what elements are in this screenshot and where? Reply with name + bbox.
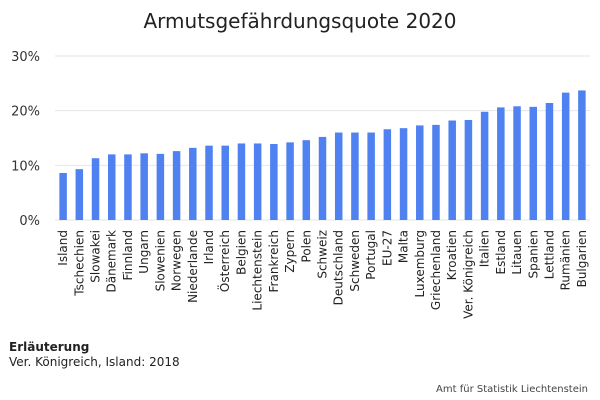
bar <box>172 151 181 220</box>
x-tick-label: Irland <box>202 230 216 264</box>
x-tick-label: Niederlande <box>186 230 200 303</box>
bar <box>91 158 100 220</box>
bar <box>480 111 489 220</box>
bar <box>75 169 84 220</box>
bar <box>140 153 148 220</box>
y-axis-ticks: 0% 10% 20% 30% <box>11 50 40 229</box>
x-tick-label: Malta <box>397 230 411 263</box>
x-tick-label: Ungarn <box>137 230 151 274</box>
x-tick-label: Tschechien <box>72 230 86 297</box>
bar <box>189 147 197 220</box>
bar <box>107 154 116 220</box>
bar <box>529 106 538 220</box>
bar <box>448 120 456 220</box>
bar <box>124 154 132 220</box>
source-credit: Amt für Statistik Liechtenstein <box>436 384 588 395</box>
bar <box>383 129 392 220</box>
bar <box>464 119 473 220</box>
bar <box>545 103 554 220</box>
bar <box>561 92 570 220</box>
x-tick-label: Ver. Königreich <box>461 230 475 319</box>
x-tick-label: Kroatien <box>445 230 459 280</box>
bar <box>367 132 375 220</box>
x-tick-label: Schweiz <box>316 230 330 279</box>
x-tick-label: EU-27 <box>380 230 394 266</box>
x-tick-label: Spanien <box>526 230 540 279</box>
x-tick-label: Litauen <box>510 230 524 275</box>
bar <box>156 153 165 220</box>
bar <box>253 143 262 220</box>
y-tick-label: 20% <box>11 105 40 120</box>
bar <box>237 143 246 220</box>
x-tick-label: Luxemburg <box>413 230 427 297</box>
x-tick-label: Norwegen <box>170 230 184 291</box>
bar <box>221 145 229 220</box>
x-tick-label: Bulgarien <box>575 230 589 287</box>
x-axis-ticks: Island Tschechien Slowakei Dänemark Finnland… <box>56 230 589 319</box>
bar <box>416 125 424 220</box>
bar <box>286 142 294 220</box>
chart-title: Armutsgefährdungsquote 2020 <box>144 9 457 33</box>
bar <box>351 132 359 220</box>
y-tick-label: 10% <box>11 159 40 174</box>
bar <box>399 128 408 220</box>
x-tick-label: Frankreich <box>267 230 281 292</box>
x-tick-label: Dänemark <box>105 230 119 293</box>
bar <box>578 90 586 220</box>
x-tick-label: Belgien <box>234 230 248 275</box>
y-tick-label: 30% <box>11 50 40 65</box>
bar <box>334 132 343 220</box>
bar <box>205 145 213 220</box>
bars <box>59 90 586 220</box>
x-tick-label: Deutschland <box>332 230 346 305</box>
bar <box>318 136 327 220</box>
note-heading: Erläuterung <box>9 340 90 354</box>
x-tick-label: Italien <box>478 230 492 267</box>
note-text: Ver. Königreich, Island: 2018 <box>9 355 180 369</box>
x-tick-label: Island <box>56 230 70 266</box>
x-tick-label: Griechenland <box>429 230 443 310</box>
x-tick-label: Lettland <box>542 230 556 279</box>
x-tick-label: Estland <box>494 230 508 274</box>
bar <box>59 172 67 220</box>
x-tick-label: Slowakei <box>89 230 103 283</box>
x-tick-label: Portugal <box>364 230 378 280</box>
bar <box>302 140 311 220</box>
bar <box>432 124 440 220</box>
bar <box>497 107 505 220</box>
x-tick-label: Polen <box>299 230 313 262</box>
x-tick-label: Zypern <box>283 230 297 273</box>
x-tick-label: Slowenien <box>153 230 167 291</box>
bar <box>270 144 278 220</box>
x-tick-label: Finnland <box>121 230 135 280</box>
x-tick-label: Österreich <box>216 230 232 292</box>
y-tick-label: 0% <box>19 214 40 229</box>
x-tick-label: Rumänien <box>559 230 573 290</box>
x-tick-label: Liechtenstein <box>251 230 265 311</box>
bar <box>513 106 521 220</box>
x-tick-label: Schweden <box>348 230 362 292</box>
